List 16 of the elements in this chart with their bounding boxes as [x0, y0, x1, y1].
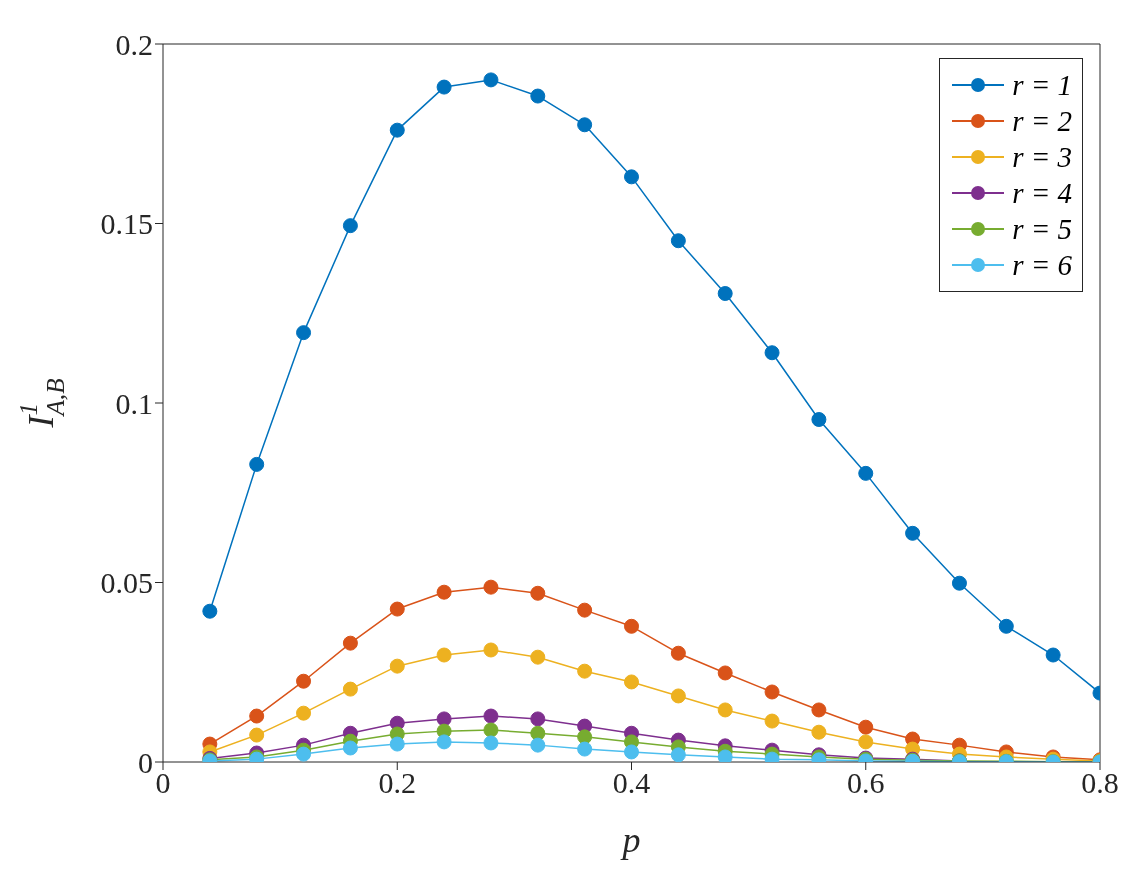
legend-label: r = 3: [1012, 140, 1072, 174]
x-tick-label: 0.6: [847, 766, 885, 800]
x-tick-label: 0.8: [1081, 766, 1119, 800]
legend-label: r = 6: [1012, 248, 1072, 282]
legend-label: r = 5: [1012, 212, 1072, 246]
legend-label: r = 4: [1012, 176, 1072, 210]
y-tick-label: 0.1: [115, 386, 153, 420]
y-tick-label: 0.15: [100, 207, 153, 241]
legend-label: r = 2: [1012, 104, 1072, 138]
legend-label: r = 1: [1012, 68, 1072, 102]
x-tick-label: 0.4: [612, 766, 651, 800]
y-tick-label: 0.2: [115, 27, 153, 61]
x-tick-label: 0.2: [378, 766, 416, 800]
x-axis-title: p: [619, 820, 641, 860]
y-tick-label: 0: [138, 745, 153, 779]
y-tick-label: 0.05: [100, 566, 153, 600]
